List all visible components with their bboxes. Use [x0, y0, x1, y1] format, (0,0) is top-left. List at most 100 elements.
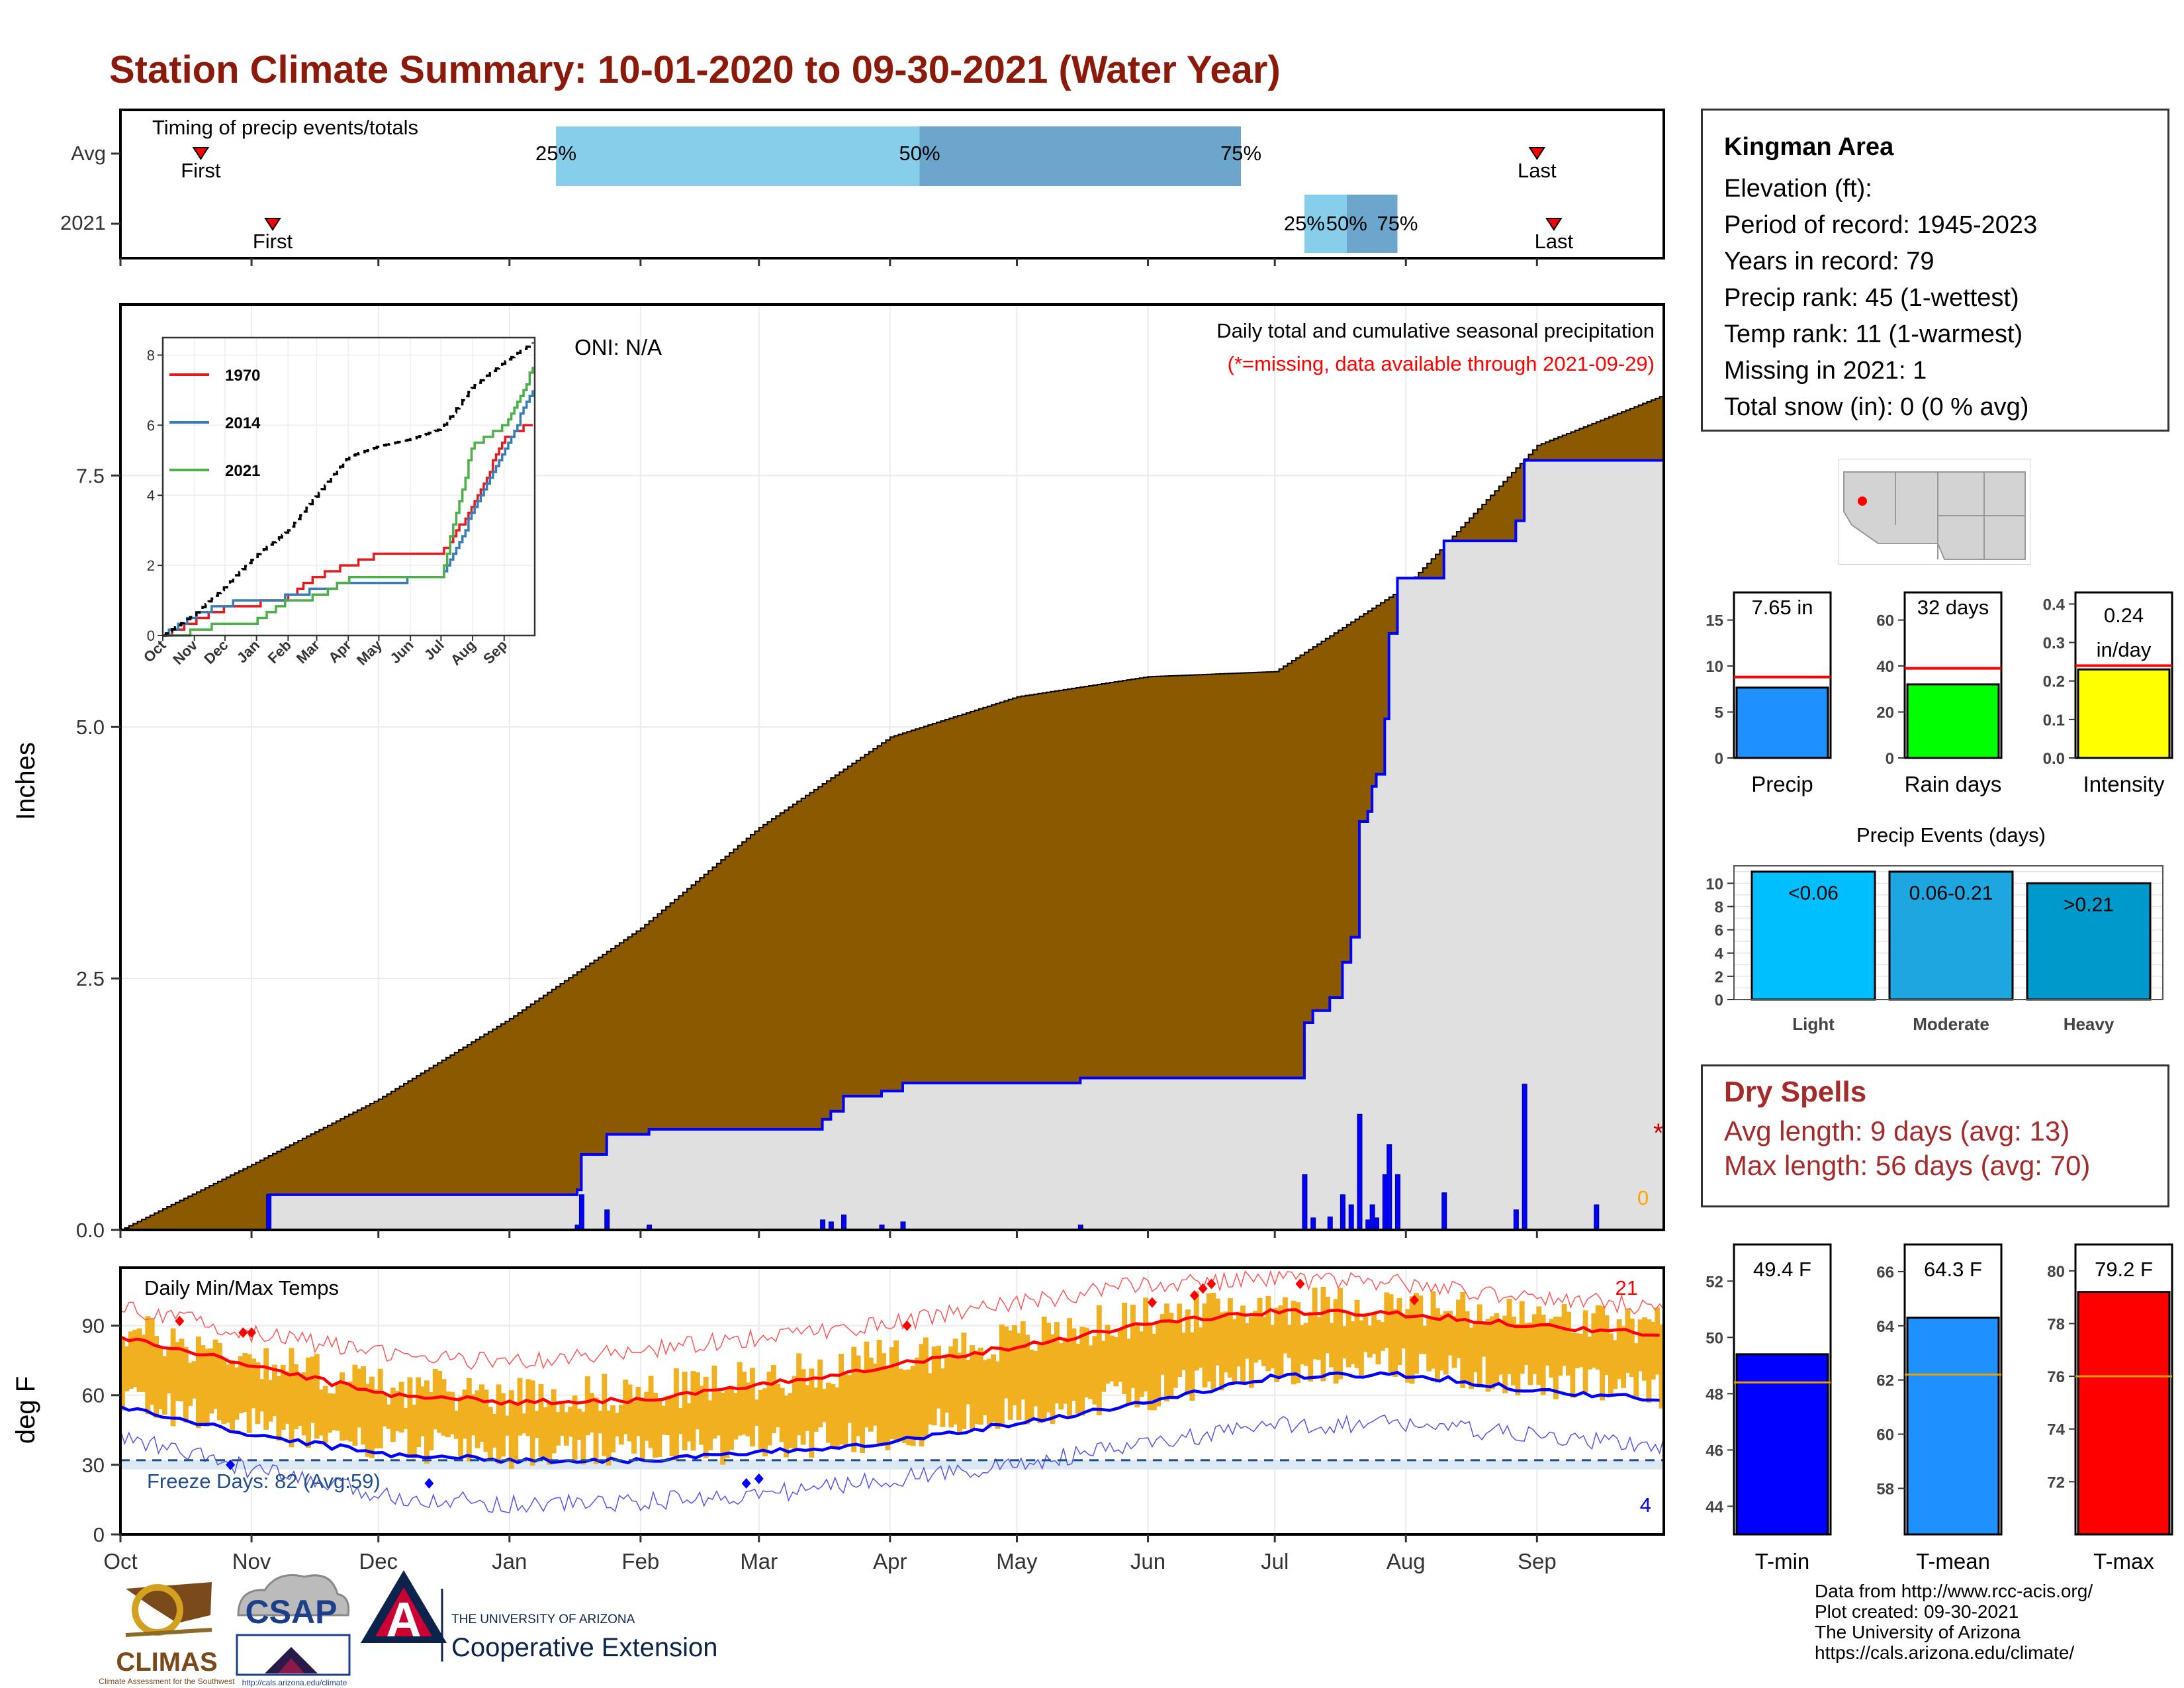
- timing-p50-label: 50%: [899, 142, 940, 165]
- daily-temp-bar: [660, 1405, 666, 1435]
- events-category-label: Heavy: [2064, 1014, 2115, 1034]
- daily-temp-bar: [665, 1395, 671, 1435]
- daily-precip-bar: [820, 1219, 826, 1231]
- daily-temp-bar: [500, 1393, 506, 1457]
- daily-temp-bar: [1054, 1322, 1060, 1404]
- daily-temp-bar: [1540, 1314, 1546, 1395]
- daily-temp-bar: [1414, 1293, 1419, 1374]
- daily-temp-bar: [212, 1339, 218, 1409]
- tbar-label: T-mean: [1916, 1549, 1990, 1573]
- mini-ytick-label: 0.4: [2043, 596, 2066, 614]
- events-ytick-label: 8: [1715, 898, 1723, 916]
- daily-temp-bar: [1274, 1307, 1280, 1382]
- csap-text: CSAP: [246, 1593, 338, 1630]
- daily-temp-bar: [492, 1413, 498, 1448]
- daily-temp-bar: [1033, 1350, 1038, 1407]
- daily-temp-bar: [576, 1409, 582, 1440]
- daily-temp-bar: [132, 1329, 138, 1387]
- info-snow: Total snow (in): 0 (0 % avg): [1724, 393, 2029, 421]
- daily-temp-bar: [1210, 1293, 1216, 1389]
- daily-temp-bar: [1527, 1322, 1533, 1385]
- daily-temp-bar: [855, 1355, 861, 1436]
- daily-precip-bar: [1348, 1204, 1354, 1231]
- daily-temp-bar: [715, 1391, 721, 1436]
- inset-line-average: [163, 342, 534, 637]
- daily-temp-bar: [711, 1366, 717, 1439]
- precip-ytick-label: 7.5: [76, 464, 105, 487]
- daily-temp-bar: [1447, 1311, 1453, 1356]
- tbar-value-label: 49.4 F: [1753, 1258, 1811, 1281]
- daily-temp-bar: [327, 1393, 332, 1433]
- record-high-marker: [238, 1327, 248, 1338]
- timing-bar-50-75: [919, 126, 1242, 186]
- daily-temp-bar: [1586, 1336, 1592, 1370]
- mini-ytick-label: 0.1: [2043, 712, 2065, 729]
- daily-temp-bar: [653, 1392, 658, 1458]
- daily-temp-bar: [407, 1377, 413, 1458]
- daily-precip-bar: [1340, 1194, 1345, 1231]
- mini-value-label: in/day: [2097, 638, 2152, 661]
- daily-temp-bar: [1265, 1295, 1271, 1372]
- tbar-ytick-label: 64: [1876, 1318, 1894, 1336]
- daily-temp-bar: [1629, 1318, 1635, 1378]
- mini-ytick-label: 0: [1715, 750, 1723, 768]
- daily-temp-bar: [242, 1353, 248, 1413]
- dry-spells-avg: Avg length: 9 days (avg: 13): [1724, 1115, 2070, 1147]
- daily-temp-bar: [361, 1366, 367, 1445]
- daily-temp-bar: [1469, 1327, 1474, 1389]
- cold-count: 4: [1640, 1493, 1651, 1517]
- daily-temp-bar: [1400, 1316, 1406, 1348]
- daily-temp-bar: [1138, 1331, 1144, 1397]
- daily-temp-bar: [293, 1364, 298, 1430]
- cumulative-2021-area: [120, 460, 1664, 1230]
- daily-temp-bar: [999, 1324, 1005, 1426]
- daily-temp-bar: [1071, 1328, 1077, 1401]
- daily-precip-bar: [1302, 1174, 1308, 1231]
- daily-temp-bar: [1434, 1308, 1440, 1383]
- inset-ytick-label: 8: [147, 347, 155, 363]
- daily-temp-bar: [1345, 1312, 1351, 1368]
- daily-temp-bar: [1151, 1333, 1157, 1411]
- daily-temp-bar: [952, 1338, 958, 1425]
- inset-xtick-label: Aug: [447, 637, 479, 669]
- daily-temp-bar: [1101, 1340, 1107, 1392]
- timing-bar-25-50: [1304, 195, 1347, 253]
- daily-temp-bar: [175, 1342, 180, 1401]
- daily-temp-bar: [1358, 1320, 1364, 1376]
- daily-temp-bar: [1451, 1316, 1457, 1368]
- daily-temp-bar: [453, 1411, 459, 1439]
- daily-temp-bar: [1177, 1303, 1183, 1378]
- tbar-ytick-label: 66: [1876, 1264, 1894, 1282]
- daily-temp-bar: [263, 1348, 269, 1430]
- month-label: Jun: [1130, 1549, 1165, 1573]
- daily-temp-bar: [1193, 1291, 1199, 1371]
- daily-temp-bar: [479, 1384, 484, 1442]
- page-title: Station Climate Summary: 10-01-2020 to 0…: [109, 48, 1281, 91]
- mini-label: Intensity: [2083, 772, 2165, 796]
- daily-temp-bar: [839, 1354, 844, 1445]
- daily-temp-bar: [1189, 1332, 1195, 1401]
- daily-temp-bar: [1168, 1313, 1174, 1399]
- avg-max-line: [120, 1307, 1660, 1407]
- inset-xtick-label: Sep: [480, 637, 510, 667]
- station-name: Kingman Area: [1724, 133, 1894, 161]
- mini-bar-1: [1906, 683, 2000, 759]
- daily-temp-bar: [1206, 1293, 1212, 1382]
- daily-temp-bar: [1308, 1311, 1314, 1382]
- daily-temp-bar: [154, 1336, 159, 1418]
- tbar-value-label: 64.3 F: [1924, 1258, 1982, 1281]
- daily-temp-bar: [1549, 1319, 1555, 1378]
- info-temp-rank: Temp rank: 11 (1-warmest): [1724, 320, 2023, 348]
- daily-temp-bar: [720, 1392, 726, 1465]
- freeze-label: Freeze Days: 82 (Avg:59): [147, 1470, 381, 1493]
- daily-temp-bar: [741, 1372, 747, 1435]
- daily-temp-bar: [669, 1396, 675, 1456]
- daily-temp-bar: [1219, 1312, 1225, 1391]
- temp-ytick-label: 0: [93, 1523, 105, 1546]
- tbar-ytick-label: 60: [1876, 1427, 1894, 1444]
- daily-temp-bar: [471, 1394, 477, 1436]
- daily-temp-bar: [1046, 1323, 1052, 1413]
- mini-value-label: 32 days: [1917, 596, 1989, 619]
- daily-temp-bar: [602, 1374, 608, 1456]
- daily-temp-bar: [1510, 1317, 1516, 1385]
